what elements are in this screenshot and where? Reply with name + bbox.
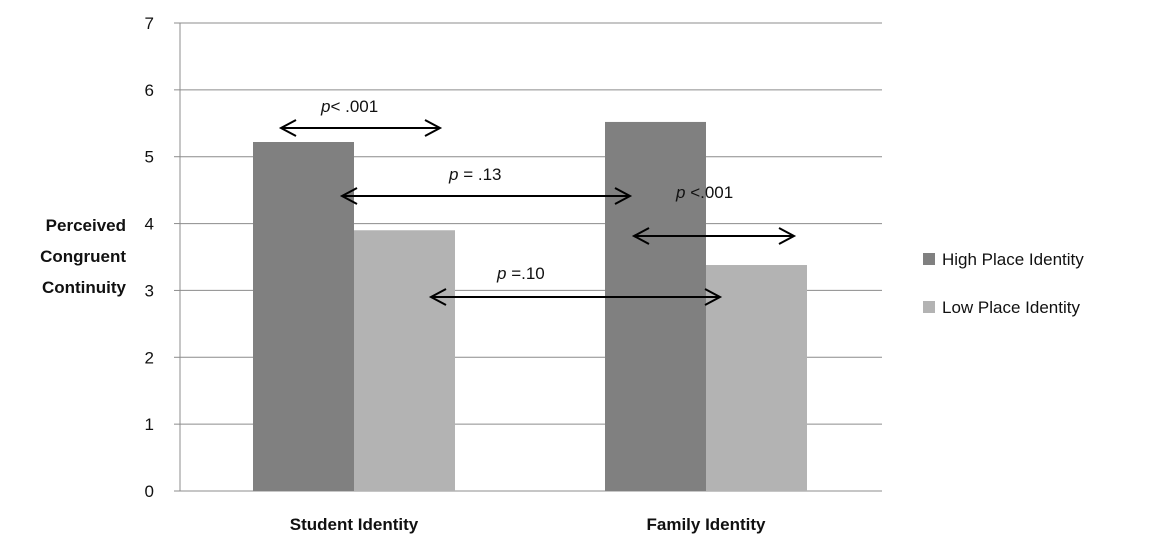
- y-tick-label: 7: [145, 14, 154, 33]
- bars: [253, 121, 807, 491]
- arrowhead-right: [704, 288, 723, 306]
- y-tick-label: 5: [145, 148, 154, 167]
- legend-item: Low Place Identity: [923, 298, 1080, 317]
- y-tick-label: 1: [145, 415, 154, 434]
- arrowhead-left: [428, 288, 447, 306]
- bar-high-place-identity: [605, 121, 706, 491]
- legend-swatch: [923, 253, 935, 265]
- y-axis-label: Perceived Congruent Continuity: [40, 216, 126, 297]
- bar-high-place-identity: [253, 142, 354, 491]
- legend-swatch: [923, 301, 935, 313]
- significance-arrow: [278, 119, 443, 137]
- significance-arrow: [428, 288, 723, 306]
- x-category-label: Family Identity: [646, 515, 766, 534]
- arrowhead-left: [278, 119, 297, 137]
- p-value-label: p = .13: [448, 165, 501, 184]
- bar-low-place-identity: [706, 265, 807, 491]
- x-category-label: Student Identity: [290, 515, 419, 534]
- legend-label: Low Place Identity: [942, 298, 1080, 317]
- y-tick-label: 6: [145, 81, 154, 100]
- arrowhead-right: [424, 119, 443, 137]
- bar-low-place-identity: [354, 230, 455, 491]
- significance-arrow: [631, 227, 797, 245]
- arrowhead-left: [631, 227, 650, 245]
- y-tick-label: 4: [145, 215, 154, 234]
- p-value-label: p< .001: [320, 97, 378, 116]
- arrowhead-left: [339, 187, 358, 205]
- y-axis-ticks: 0 1 2 3 4 5 6 7: [145, 14, 180, 501]
- arrowhead-right: [778, 227, 797, 245]
- legend: High Place Identity Low Place Identity: [923, 250, 1084, 317]
- significance-arrow: [339, 187, 633, 205]
- x-axis-categories: Student Identity Family Identity: [290, 515, 766, 534]
- p-value-label: p <.001: [675, 183, 733, 202]
- p-value-label: p =.10: [496, 264, 545, 283]
- y-tick-label: 3: [145, 281, 154, 300]
- y-tick-label: 0: [145, 482, 154, 501]
- y-tick-label: 2: [145, 348, 154, 367]
- significance-annotations: p< .001 p = .13 p <.001 p =.10: [278, 97, 797, 306]
- legend-item: High Place Identity: [923, 250, 1084, 269]
- legend-label: High Place Identity: [942, 250, 1084, 269]
- arrowhead-right: [614, 187, 633, 205]
